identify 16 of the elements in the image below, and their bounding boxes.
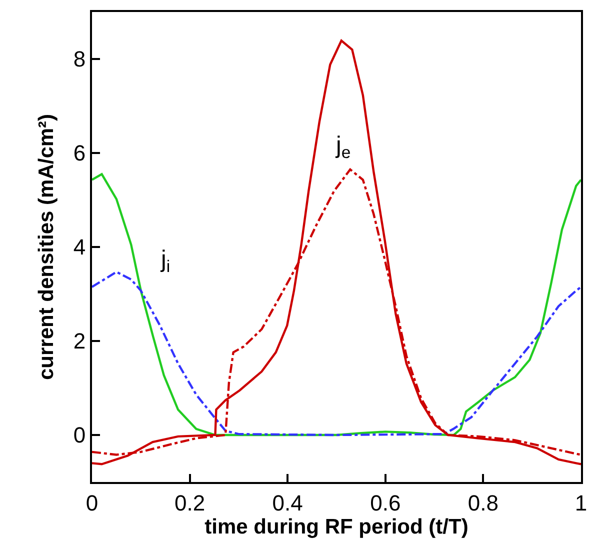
x-tick-label: 0.8 bbox=[468, 490, 498, 516]
y-tick-label: 0 bbox=[73, 422, 86, 448]
line-series bbox=[92, 40, 581, 466]
y-tick-label: 6 bbox=[73, 140, 86, 166]
y-tick-label: 4 bbox=[73, 234, 86, 260]
y-tick-label: 8 bbox=[73, 46, 86, 72]
y-axis-title: current densities (mA/cm²) bbox=[35, 114, 58, 380]
annotation: j$_{i}$ bbox=[160, 246, 170, 276]
y-tick-label: 2 bbox=[73, 328, 86, 354]
x-tick-label: 0.4 bbox=[272, 490, 303, 516]
x-tick-label: 1 bbox=[574, 490, 588, 516]
x-tick-label: 0.2 bbox=[174, 490, 206, 516]
x-tick-label: 0.6 bbox=[370, 490, 401, 516]
x-axis-title: time during RF period (t/T) bbox=[204, 515, 468, 538]
annotation: j$_{e}$ bbox=[335, 132, 351, 162]
line-series bbox=[92, 270, 581, 436]
